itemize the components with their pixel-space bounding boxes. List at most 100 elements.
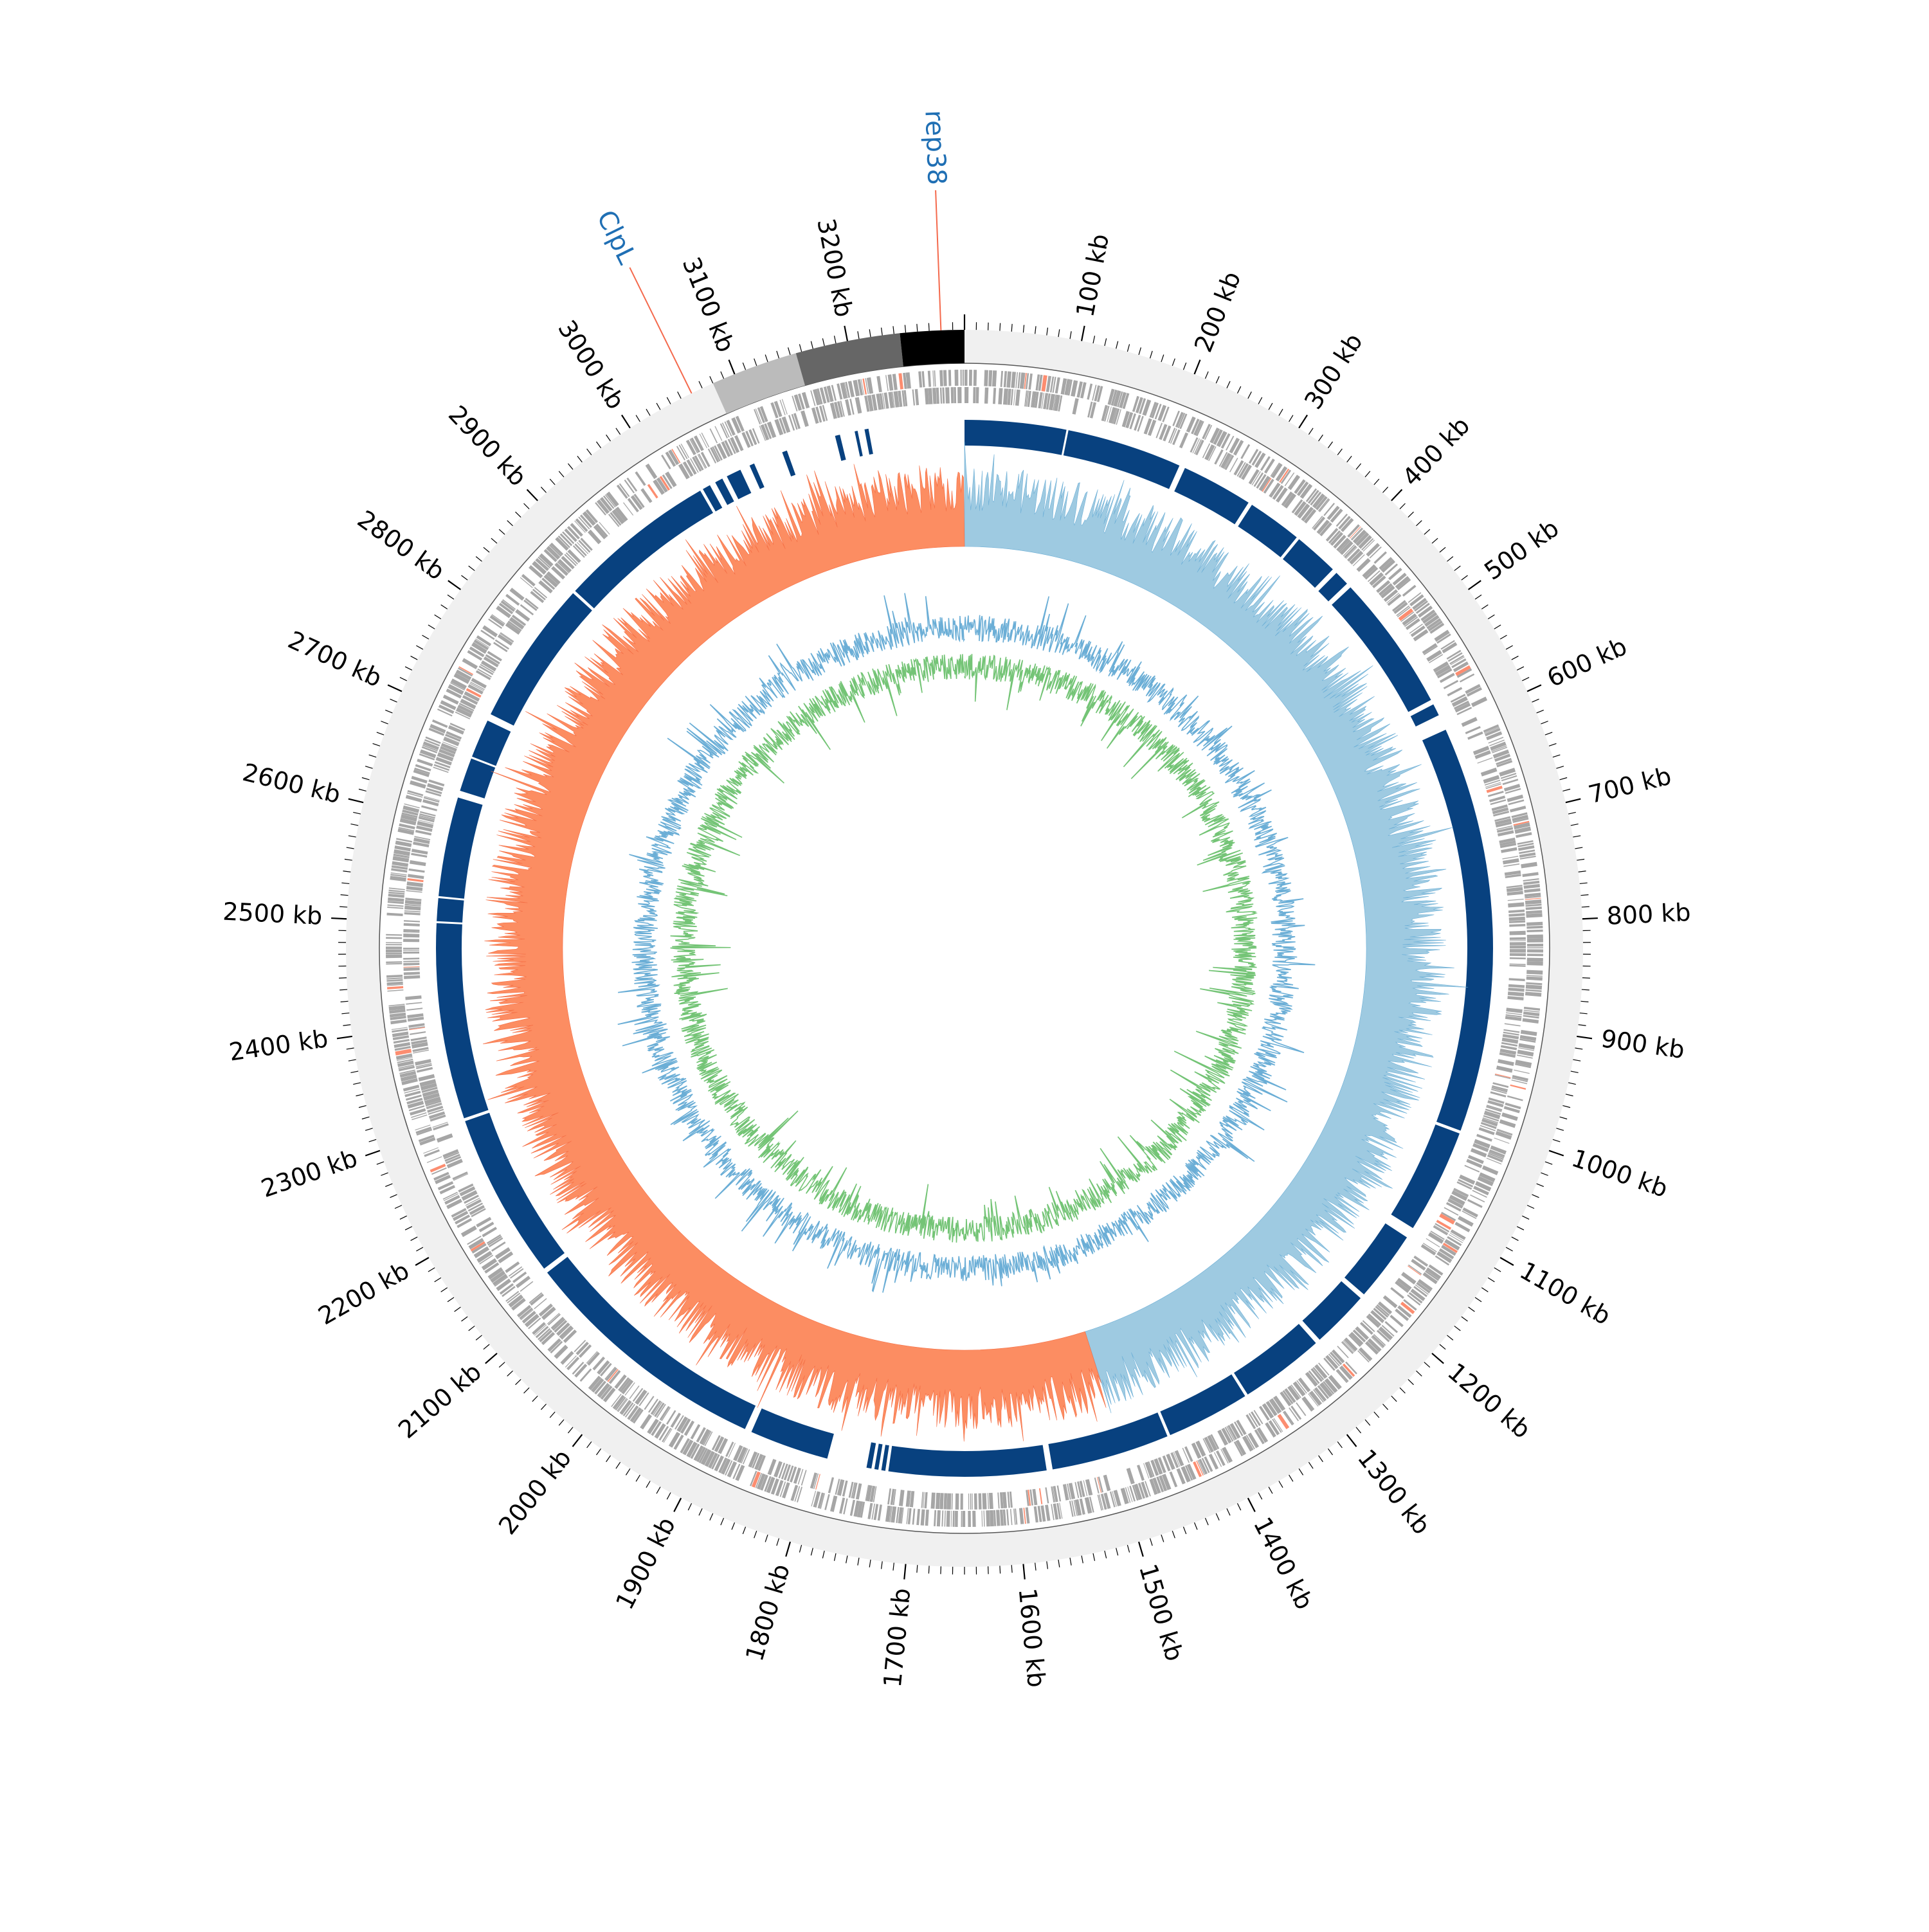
gene-feature <box>1384 1321 1398 1333</box>
minor-tick <box>1237 1503 1240 1510</box>
minor-tick <box>1400 503 1405 509</box>
gene-feature <box>1510 937 1526 940</box>
minor-tick <box>636 415 640 422</box>
gene-feature <box>797 1486 802 1502</box>
gene-feature <box>1508 984 1525 988</box>
gene-feature <box>403 934 419 937</box>
minor-tick <box>1328 442 1332 448</box>
gene-feature <box>386 913 403 916</box>
minor-tick <box>1522 678 1529 681</box>
minor-tick <box>1417 521 1422 526</box>
minor-tick <box>1537 710 1544 713</box>
gene-feature <box>410 860 426 866</box>
minor-tick <box>435 615 441 618</box>
minor-tick <box>858 1558 859 1566</box>
major-tick <box>485 1353 497 1364</box>
minor-tick <box>353 1083 361 1085</box>
minor-tick <box>1532 1195 1539 1198</box>
gene-feature <box>970 1494 972 1510</box>
minor-tick <box>1058 1560 1060 1567</box>
minor-tick <box>846 1556 847 1564</box>
gene-feature <box>962 1511 965 1527</box>
minor-tick <box>1440 1344 1445 1350</box>
gene-feature <box>996 1510 1001 1526</box>
minor-tick <box>341 1013 349 1014</box>
minor-tick <box>499 529 505 534</box>
minor-tick <box>1374 479 1379 485</box>
minor-tick <box>667 1493 671 1500</box>
minor-tick <box>1279 409 1283 415</box>
gene-feature <box>1501 847 1517 853</box>
gene-feature <box>1121 1488 1129 1504</box>
minor-tick <box>1454 566 1461 570</box>
minor-tick <box>476 1335 482 1341</box>
scale-label: 1400 kb <box>1248 1513 1319 1614</box>
gene-feature <box>828 1477 834 1494</box>
gene-feature <box>1169 1472 1177 1488</box>
minor-tick <box>1161 1535 1164 1542</box>
major-tick <box>1082 326 1085 341</box>
minor-tick <box>1475 1297 1481 1302</box>
gene-feature <box>404 971 420 975</box>
gene-feature <box>951 387 954 403</box>
minor-tick <box>1447 557 1453 562</box>
gene-feature <box>1374 551 1387 563</box>
gene-feature <box>1510 957 1526 959</box>
minor-tick <box>1488 615 1494 618</box>
gene-feature <box>1510 964 1526 965</box>
minor-tick <box>462 1317 468 1321</box>
scale-label: 1900 kb <box>610 1513 681 1614</box>
minor-tick <box>400 678 407 681</box>
synteny-block <box>867 1442 876 1468</box>
gene-feature <box>941 1510 943 1526</box>
minor-tick <box>1205 372 1208 379</box>
minor-tick <box>1580 895 1588 896</box>
gene-feature <box>410 1031 426 1035</box>
gene-feature <box>1526 975 1543 977</box>
minor-tick <box>1517 1227 1524 1230</box>
gene-feature <box>1498 1059 1514 1066</box>
gene-feature <box>936 1493 940 1509</box>
gene-feature <box>1114 1490 1121 1506</box>
gene-feature <box>1510 806 1526 813</box>
gene-feature <box>404 920 420 922</box>
major-tick <box>1248 1498 1255 1512</box>
gene-feature <box>1522 872 1538 877</box>
gene-feature <box>386 950 402 953</box>
gene-feature <box>646 464 658 479</box>
minor-tick <box>1573 836 1580 837</box>
gene-feature <box>1510 946 1526 948</box>
minor-tick <box>377 1162 384 1164</box>
minor-tick <box>1579 871 1586 872</box>
annotation-label: rep38 <box>919 110 951 186</box>
gene-feature <box>964 387 968 403</box>
gc-content-track <box>618 593 1316 1293</box>
gene-feature <box>1499 768 1516 777</box>
contig-segment <box>713 353 805 413</box>
gene-feature <box>912 390 916 406</box>
minor-tick <box>395 1205 402 1209</box>
gene-feature <box>1526 977 1543 981</box>
scale-label: 1500 kb <box>1134 1561 1189 1665</box>
minor-tick <box>1432 538 1438 543</box>
gene-feature <box>979 1494 982 1510</box>
gene-feature <box>1508 988 1524 991</box>
gene-feature <box>386 946 402 949</box>
minor-tick <box>369 755 376 757</box>
minor-tick <box>428 1268 435 1272</box>
minor-tick <box>1571 824 1579 826</box>
minor-tick <box>405 667 412 670</box>
minor-tick <box>400 1216 407 1219</box>
gene-feature <box>961 1511 963 1527</box>
gene-feature <box>1010 1492 1013 1508</box>
minor-tick <box>347 1048 354 1049</box>
minor-tick <box>811 1548 813 1556</box>
gene-feature <box>954 370 958 386</box>
gene-feature <box>921 1509 925 1525</box>
minor-tick <box>1562 789 1570 791</box>
minor-tick <box>657 1487 660 1494</box>
gene-feature <box>403 962 419 965</box>
synteny-block <box>436 923 489 1119</box>
major-tick <box>1469 581 1481 590</box>
